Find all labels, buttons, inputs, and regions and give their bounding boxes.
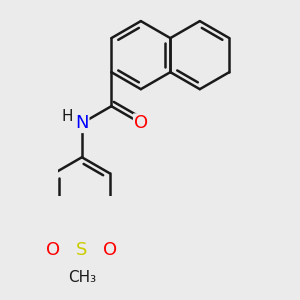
- Text: S: S: [76, 242, 88, 260]
- Text: N: N: [75, 114, 88, 132]
- Text: H: H: [62, 109, 73, 124]
- Text: O: O: [103, 242, 118, 260]
- Text: O: O: [46, 242, 60, 260]
- Text: O: O: [134, 114, 148, 132]
- Text: CH₃: CH₃: [68, 270, 96, 285]
